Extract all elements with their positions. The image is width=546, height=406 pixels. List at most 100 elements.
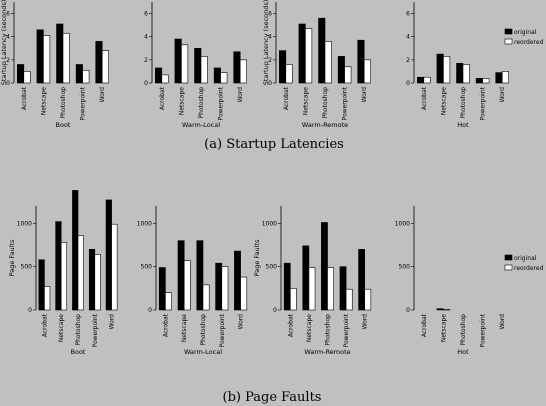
bar-reordered-word xyxy=(101,50,109,84)
x-tick-label: Netscape xyxy=(302,87,309,115)
bar-reordered-powerpoint xyxy=(482,78,490,84)
bar-reordered-acrobat xyxy=(289,288,297,311)
x-tick-label: Acrobat xyxy=(159,86,166,110)
y-tick-label: 6 xyxy=(268,11,272,18)
chart-lat-warmlocal: 0 2 4 6 Acrobat Netscape Photoshop Powerpoint Wo… xyxy=(144,2,247,129)
bar-reordered-netscape xyxy=(305,28,313,84)
bar-original-acrobat xyxy=(38,259,45,311)
bar-original-word xyxy=(233,51,241,84)
bar-reordered-netscape xyxy=(60,242,68,311)
legend-swatch-original xyxy=(504,28,513,35)
bar-original-powerpoint xyxy=(215,262,223,311)
legend-swatch-original xyxy=(504,254,513,261)
bar-reordered-photoshop xyxy=(327,267,334,311)
x-tick-label: Powerpoint xyxy=(80,86,87,120)
y-axis-label: Page Faults xyxy=(253,239,261,276)
legend-label-original: original xyxy=(514,29,537,36)
x-tick-label: Acrobat xyxy=(41,313,48,337)
bar-reordered-word xyxy=(240,276,248,311)
x-tick-label: Netscape xyxy=(440,87,447,115)
caption-startup-latencies: (a) Startup Latencies xyxy=(204,137,344,152)
x-axis-label: Hot xyxy=(457,348,469,356)
x-tick-label: Netscape xyxy=(440,314,447,342)
bar-original-netscape xyxy=(302,245,310,311)
bar-original-word xyxy=(105,199,112,311)
x-tick-label: Acrobat xyxy=(421,86,428,110)
chart-pf-warmremote: 0 500 1000 Page Faults Acrobat Netscape Photos… xyxy=(253,206,372,356)
x-tick-label: Powerpoint xyxy=(219,313,226,347)
bar-reordered-acrobat xyxy=(165,292,172,311)
x-tick-label: Photoshop xyxy=(198,87,205,119)
bar-reordered-powerpoint xyxy=(345,288,353,311)
bar-original-netscape xyxy=(298,23,306,84)
y-axis-label: Startup Latency (seconds) xyxy=(0,0,8,85)
bar-reordered-netscape xyxy=(308,267,316,311)
x-tick-label: Powerpoint xyxy=(480,86,487,120)
y-tick-label: 0 xyxy=(406,80,410,87)
x-axis-label: Boot xyxy=(71,348,86,356)
bar-reordered-word xyxy=(363,59,371,84)
y-tick-label: 2 xyxy=(268,57,272,64)
y-tick-label: 500 xyxy=(141,264,153,271)
y-tick-label: 2 xyxy=(6,57,10,64)
bar-original-word xyxy=(358,249,366,311)
x-tick-label: Photoshop xyxy=(460,314,467,346)
x-tick-label: Photoshop xyxy=(322,87,329,119)
x-tick-label: Word xyxy=(499,314,506,330)
bar-original-powerpoint xyxy=(339,266,347,311)
bar-reordered-word xyxy=(364,288,372,311)
y-tick-label: 1000 xyxy=(262,220,277,227)
x-tick-label: Netscape xyxy=(178,87,185,115)
y-tick-label: 4 xyxy=(268,34,272,41)
x-tick-label: Netscape xyxy=(58,314,65,342)
bar-original-word xyxy=(95,41,103,84)
x-tick-label: Powerpoint xyxy=(342,86,349,120)
bar-original-netscape xyxy=(436,308,444,311)
x-tick-label: Powerpoint xyxy=(480,313,487,347)
bar-original-word xyxy=(495,72,503,84)
bar-reordered-acrobat xyxy=(423,76,431,84)
y-tick-label: 6 xyxy=(6,11,10,18)
bar-original-netscape xyxy=(55,221,62,311)
bar-reordered-powerpoint xyxy=(221,266,229,311)
bar-original-powerpoint xyxy=(337,56,345,84)
y-tick-label: 0 xyxy=(6,80,10,87)
bar-original-acrobat xyxy=(283,262,291,311)
bar-reordered-acrobat xyxy=(44,286,51,311)
x-tick-label: Acrobat xyxy=(21,86,28,110)
bar-reordered-word xyxy=(239,59,247,84)
caption-page-faults: (b) Page Faults xyxy=(223,390,322,405)
bar-original-acrobat xyxy=(155,67,163,84)
bar-original-photoshop xyxy=(194,47,202,84)
bar-original-powerpoint xyxy=(88,249,96,311)
x-tick-label: Word xyxy=(99,87,106,103)
bar-reordered-word xyxy=(501,71,509,84)
y-tick-label: 4 xyxy=(144,34,148,41)
bar-original-acrobat xyxy=(279,50,287,84)
x-tick-label: Word xyxy=(362,314,369,330)
x-tick-label: Acrobat xyxy=(287,313,294,337)
chart-pf-boot: 0 500 1000 Page Faults Acrobat Netscape Photos… xyxy=(8,190,118,356)
y-tick-label: 500 xyxy=(266,264,278,271)
bar-reordered-powerpoint xyxy=(344,66,352,84)
chart-pf-hot: 0 500 1000 Acrobat Netscape Photoshop Powerpoi… xyxy=(395,206,544,356)
chart-lat-hot: 0 2 4 6 Acrobat Netscape Photoshop Powerpoint Wo… xyxy=(406,2,544,129)
legend-swatch-reordered xyxy=(504,38,513,45)
bar-original-photoshop xyxy=(318,17,326,84)
y-axis-label: Startup Latency (seconds) xyxy=(262,0,270,85)
bar-original-photoshop xyxy=(56,23,64,84)
x-tick-label: Netscape xyxy=(181,314,188,342)
x-axis-label: Boot xyxy=(56,121,71,129)
y-tick-label: 500 xyxy=(399,264,411,271)
y-tick-label: 0 xyxy=(406,307,410,314)
x-tick-label: Photoshop xyxy=(60,87,67,119)
bar-original-photoshop xyxy=(321,222,328,311)
x-tick-label: Netscape xyxy=(306,314,313,342)
x-tick-label: Photoshop xyxy=(200,314,207,346)
bar-original-acrobat xyxy=(17,64,25,84)
y-tick-label: 2 xyxy=(144,57,148,64)
legend-swatch-reordered xyxy=(504,264,513,271)
